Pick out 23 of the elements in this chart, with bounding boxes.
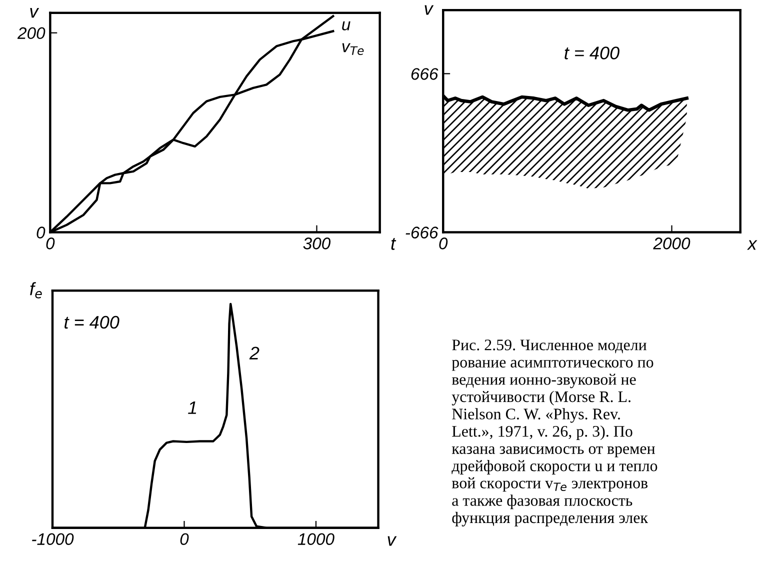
text: Рис. 2.59. Численное модели рование асимптотического по ведения ионно-звуковой не устойчивости (Morse R. L. Nielson C. W. «Phys. Rev. Lett.», 1971, v. 26, p. 3). По казана зависимость от времен дрейфовой скорости u и тепло вой скорости v$_{Te}$ электронов а также фазовая плоскость функция распределения элек <box>452 340 658 526</box>
y-tick-label: 200 <box>17 27 46 40</box>
x-tick-label: 0 <box>439 238 448 250</box>
y-tick-label: 666 <box>411 68 438 80</box>
x-axis-title: t <box>391 238 396 250</box>
series-label: v$_{Te}$ <box>342 43 364 55</box>
x-tick-label: 2000 <box>653 238 690 250</box>
y-tick-label: -666 <box>406 226 438 238</box>
x-tick-label: -1000 <box>32 533 74 546</box>
annotation: 2 <box>249 346 260 360</box>
annotation: 1 <box>188 401 196 414</box>
x-axis-title: v <box>388 536 397 546</box>
series-label: u <box>342 21 350 30</box>
x-tick-label: 300 <box>303 238 331 250</box>
x-tick-label: 0 <box>180 533 189 546</box>
y-axis-title: v <box>424 5 434 15</box>
x-axis-title: x <box>747 240 758 250</box>
y-axis-title: v <box>30 8 40 18</box>
y-axis-title: f$_{e}$ <box>30 282 42 298</box>
annotation: t = 400 <box>64 316 120 329</box>
annotation: t = 400 <box>564 46 620 60</box>
x-tick-label: 0 <box>46 238 55 250</box>
x-tick-label: 1000 <box>298 533 334 546</box>
